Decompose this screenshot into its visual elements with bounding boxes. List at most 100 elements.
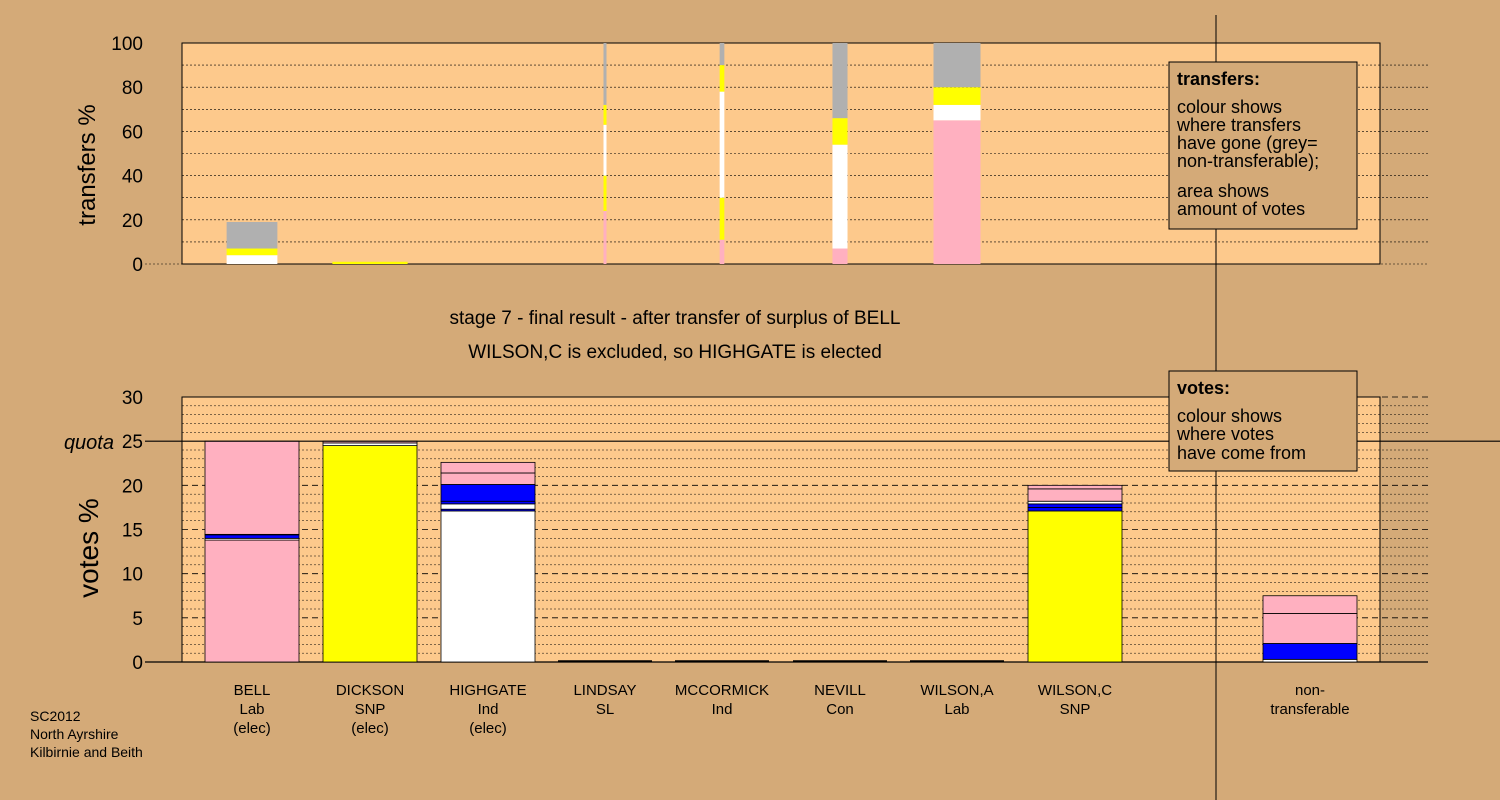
vote-segment <box>1027 503 1123 508</box>
candidate-status: (elec) <box>233 720 271 737</box>
vote-segment <box>440 461 536 474</box>
votes-y-ticks: 0 5 10 15 20 25 30 <box>122 388 143 674</box>
y-tick-label: 0 <box>132 255 143 276</box>
transfers-legend-line: amount of votes <box>1177 199 1305 219</box>
votes-legend-heading: votes: <box>1177 378 1230 398</box>
vote-segment <box>322 445 418 663</box>
y-tick-label: 5 <box>132 609 143 630</box>
footer-line: Kilbirnie and Beith <box>30 744 143 760</box>
transfers-legend-line: area shows <box>1177 181 1269 201</box>
non-transferable-label: transferable <box>1270 701 1349 718</box>
footer-line: North Ayrshire <box>30 726 119 742</box>
vote-segment <box>1027 484 1123 490</box>
votes-legend-line: where votes <box>1176 424 1274 444</box>
transfer-segment <box>226 255 278 264</box>
votes-legend-box <box>1168 370 1358 472</box>
transfer-segment <box>832 118 848 145</box>
vote-segment <box>204 440 300 535</box>
candidate-name: HIGHGATE <box>449 682 526 699</box>
y-tick-label: 20 <box>122 211 143 232</box>
votes-legend: votes: colour shows where votes have com… <box>1168 370 1358 472</box>
transfers-legend-heading: transfers: <box>1177 69 1260 89</box>
transfer-segment <box>719 43 725 66</box>
vote-segment <box>440 484 536 502</box>
votes-legend-line: colour shows <box>1177 406 1282 426</box>
candidate-name: WILSON,C <box>1038 682 1112 699</box>
transfers-y-ticks: 0 20 40 60 80 100 <box>111 34 143 276</box>
transfer-segment <box>719 197 725 240</box>
transfer-segment <box>832 43 848 119</box>
candidate-name: MCCORMICK <box>675 682 769 699</box>
y-tick-label: 60 <box>122 122 143 143</box>
footer: SC2012 North Ayrshire Kilbirnie and Beit… <box>30 708 143 760</box>
transfers-legend-line: where transfers <box>1176 115 1301 135</box>
transfer-segment <box>603 175 607 211</box>
transfer-segment <box>603 124 607 176</box>
votes-y-axis-label: votes % <box>73 498 104 598</box>
transfer-segment <box>933 87 981 105</box>
candidate-party: Lab <box>944 701 969 718</box>
y-tick-label: 40 <box>122 167 143 188</box>
vote-segment <box>204 539 300 663</box>
vote-segment <box>440 510 536 663</box>
transfer-segment <box>603 43 607 105</box>
non-transferable-segment <box>1262 643 1358 660</box>
vote-segment <box>440 503 536 510</box>
candidate-party: SL <box>596 701 614 718</box>
transfer-segment <box>832 144 848 249</box>
candidate-party: SNP <box>1060 701 1091 718</box>
y-tick-label: 100 <box>111 34 143 55</box>
transfers-legend-box <box>1168 61 1358 230</box>
transfers-legend-line: have gone (grey= <box>1177 133 1318 153</box>
votes-legend-line: have come from <box>1177 443 1306 463</box>
transfers-y-axis-label: transfers % <box>74 104 101 225</box>
transfers-legend: transfers: colour shows where transfers … <box>1168 61 1358 230</box>
vote-segment <box>1027 507 1123 512</box>
transfer-segment <box>933 104 981 121</box>
candidate-name: LINDSAY <box>573 682 636 699</box>
transfer-segment <box>719 91 725 198</box>
candidate-status: (elec) <box>351 720 389 737</box>
vote-segment <box>440 472 536 485</box>
transfer-segment <box>226 222 278 249</box>
vote-segment <box>1027 510 1123 663</box>
transfer-segment <box>603 104 607 125</box>
y-tick-label: 10 <box>122 565 143 586</box>
transfer-segment <box>226 248 278 256</box>
candidate-status: (elec) <box>469 720 507 737</box>
transfer-segment <box>603 210 607 264</box>
stage-subtitle: WILSON,C is excluded, so HIGHGATE is ele… <box>468 342 882 363</box>
candidate-party: Lab <box>239 701 264 718</box>
quota-label: quota <box>64 432 114 454</box>
transfer-segment <box>719 239 725 264</box>
y-tick-label: 80 <box>122 78 143 99</box>
non-transferable-segment <box>1262 613 1358 644</box>
candidate-party: Con <box>826 701 854 718</box>
transfers-bars <box>226 43 981 264</box>
candidate-labels: BELL Lab (elec) DICKSON SNP (elec) HIGHGATE Ind… <box>233 682 1349 737</box>
transfer-segment <box>933 120 981 264</box>
y-tick-label: 25 <box>122 432 143 453</box>
stage-title: stage 7 - final result - after transfer … <box>450 308 901 329</box>
candidate-party: Ind <box>478 701 499 718</box>
transfer-segment <box>719 65 725 92</box>
candidate-party: SNP <box>355 701 386 718</box>
votes-panel: 0 5 10 15 20 25 30 quota votes % BELL Lab (elec)… <box>64 388 1500 737</box>
y-tick-label: 30 <box>122 388 143 409</box>
candidate-party: Ind <box>712 701 733 718</box>
footer-line: SC2012 <box>30 708 81 724</box>
transfers-legend-line: colour shows <box>1177 97 1282 117</box>
vote-segment <box>204 534 300 539</box>
transfer-segment <box>933 43 981 88</box>
non-transferable-label: non- <box>1295 682 1325 699</box>
candidate-name: DICKSON <box>336 682 404 699</box>
y-tick-label: 15 <box>122 521 143 542</box>
non-transferable-segment <box>1262 595 1358 614</box>
votes-bars <box>204 440 1358 663</box>
y-tick-label: 0 <box>132 653 143 674</box>
y-tick-label: 20 <box>122 476 143 497</box>
transfers-legend-line: non-transferable); <box>1177 151 1319 171</box>
transfer-segment <box>332 261 408 264</box>
candidate-name: NEVILL <box>814 682 866 699</box>
